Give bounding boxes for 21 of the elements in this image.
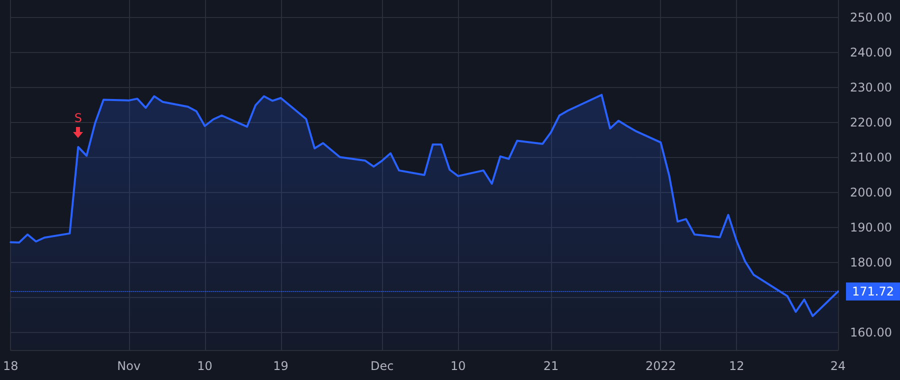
x-tick-label: 21 [543, 359, 559, 373]
x-tick-label: 10 [197, 359, 212, 373]
y-tick-label: 190.00 [850, 220, 892, 234]
ref-line-label: 171.72 [852, 284, 894, 298]
annotation: S [73, 111, 83, 125]
y-tick-label: 180.00 [850, 256, 892, 270]
y-tick-label: 210.00 [850, 150, 892, 164]
x-tick-label: 24 [830, 359, 846, 373]
y-tick-label: 250.00 [850, 10, 892, 24]
x-tick-label: Dec [370, 359, 394, 373]
x-tick-label: 2022 [645, 359, 676, 373]
x-tick-label: Nov [117, 359, 141, 373]
y-tick-label: 160.00 [850, 326, 892, 340]
y-tick-label: 200.00 [850, 186, 892, 200]
y-tick-label: 220.00 [850, 116, 892, 130]
y-tick-label: 230.00 [850, 80, 892, 94]
y-tick-label: 240.00 [850, 46, 892, 60]
x-tick-label: 12 [729, 359, 744, 373]
x-tick-label: 10 [450, 359, 466, 373]
x-tick-label: 18 [2, 359, 18, 373]
x-tick-label: 19 [273, 359, 288, 373]
